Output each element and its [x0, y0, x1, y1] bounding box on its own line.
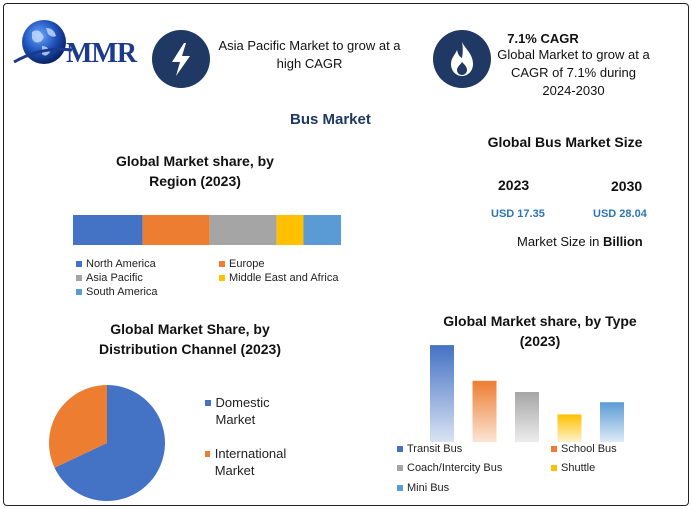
infographic-frame — [3, 3, 689, 506]
legend-label: Domestic Market — [215, 395, 270, 427]
region-chart-title: Global Market share, by Region (2023) — [116, 153, 274, 189]
legend-label: International Market — [214, 446, 287, 478]
legend-label: Shuttle — [561, 462, 596, 474]
legend-swatch — [219, 261, 225, 267]
legend-label: Middle East and Africa — [229, 272, 339, 284]
region-segment-europe — [142, 215, 210, 245]
type-bar-coach-intercity-bus — [515, 392, 539, 442]
legend-label: Coach/Intercity Bus — [407, 462, 503, 474]
legend-swatch — [76, 261, 82, 267]
legend-label: Transit Bus — [407, 443, 463, 455]
region-segment-north-america — [73, 215, 143, 245]
type-chart-title: Global Market share, by Type (2023) — [443, 313, 637, 349]
pie-slice-international-market — [48, 385, 107, 468]
market-size-note: Market Size in Billion — [517, 234, 643, 249]
legend-swatch — [76, 275, 82, 281]
legend-swatch — [551, 446, 557, 452]
main-title: Bus Market — [290, 111, 371, 128]
type-bar-mini-bus — [600, 402, 624, 442]
legend-swatch — [205, 400, 211, 406]
market-size-note-prefix: Market Size in — [517, 234, 603, 249]
header-title-2: 7.1% CAGR — [507, 31, 579, 46]
type-bar-chart — [430, 345, 624, 442]
type-bar-shuttle — [557, 414, 582, 442]
legend-label: Europe — [229, 258, 265, 270]
lightning-icon — [172, 43, 190, 76]
value-2030: USD 28.04 — [593, 208, 647, 220]
pie-legend-international: International Market — [205, 445, 305, 479]
header-badge-1 — [152, 30, 210, 88]
header-text-2: Global Market to grow at a CAGR of 7.1% … — [497, 47, 650, 98]
market-size-title: Global Bus Market Size — [487, 134, 643, 150]
legend-swatch — [551, 465, 557, 471]
type-legend-mini: Mini Bus — [397, 482, 449, 494]
region-legend-europe: Europe — [219, 258, 264, 270]
region-segment-middle-east-and-africa — [276, 215, 304, 245]
value-2023: USD 17.35 — [491, 208, 545, 220]
pie-slice-domestic-market — [54, 385, 166, 501]
legend-swatch — [205, 451, 210, 457]
legend-label: North America — [86, 258, 156, 270]
legend-label: South America — [86, 286, 158, 298]
region-legend-mea: Middle East and Africa — [219, 272, 338, 284]
channel-pie-chart — [48, 385, 166, 501]
type-bar-school-bus — [472, 380, 497, 442]
legend-label: School Bus — [561, 443, 617, 455]
type-legend-shuttle: Shuttle — [551, 462, 595, 474]
type-legend-transit: Transit Bus — [397, 443, 462, 455]
flame-icon — [451, 42, 473, 76]
legend-label: Mini Bus — [407, 482, 450, 494]
type-bar-transit-bus — [430, 345, 454, 442]
pie-legend-domestic: Domestic Market — [205, 394, 305, 428]
legend-swatch — [397, 446, 403, 452]
region-stacked-bar — [73, 215, 341, 245]
header-badge-2 — [433, 30, 491, 88]
globe-logo-icon — [13, 20, 73, 64]
legend-label: Asia Pacific — [86, 272, 143, 284]
market-size-note-unit: Billion — [602, 234, 643, 249]
legend-swatch — [219, 275, 225, 281]
type-legend-school: School Bus — [551, 443, 617, 455]
channel-chart-title: Global Market Share, by Distribution Cha… — [98, 321, 282, 357]
region-segment-south-america — [303, 215, 341, 245]
region-segment-asia-pacific — [209, 215, 277, 245]
year-2023: 2023 — [498, 177, 530, 193]
legend-swatch — [76, 289, 82, 295]
header-text-1: Asia Pacific Market to grow at a high CA… — [218, 38, 401, 71]
type-legend-coach: Coach/Intercity Bus — [397, 462, 502, 474]
region-legend-south-america: South America — [76, 286, 158, 298]
legend-swatch — [397, 465, 403, 471]
legend-swatch — [397, 485, 403, 491]
region-legend-north-america: North America — [76, 258, 156, 270]
logo-text: MMR — [66, 38, 137, 69]
year-2030: 2030 — [611, 178, 643, 194]
region-legend-asia-pacific: Asia Pacific — [76, 272, 143, 284]
